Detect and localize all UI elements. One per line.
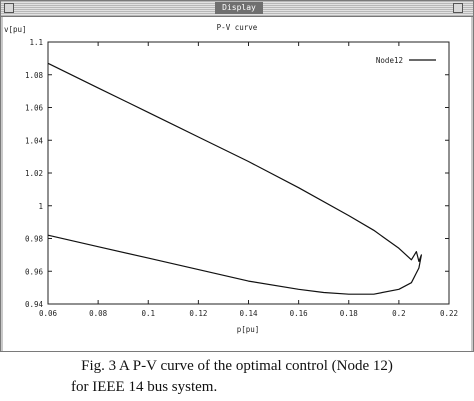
window-maximize-button[interactable] [453,3,463,13]
figure-caption-line2: for IEEE 14 bus system. [71,379,218,395]
y-ticks: 0.94 0.96 0.98 1 1.02 1.04 1.06 1.08 1.1 [25,38,449,309]
legend: Node12 [376,56,436,65]
series-line-node12 [47,62,422,295]
figure-caption-line1: Fig. 3 A P-V curve of the optimal contro… [81,358,393,374]
y-tick-label: 1.04 [25,136,44,145]
series-layer [47,62,422,295]
x-axis-label: p[pu] [237,325,260,334]
x-tick-label: 0.12 [189,309,207,318]
plot-canvas [3,17,471,351]
y-tick-label: 1.08 [25,71,44,80]
plot-window: Display [0,0,474,352]
window-menu-button[interactable] [4,3,14,13]
x-tick-label: 0.06 [39,309,58,318]
chart-title: P-V curve [217,23,258,32]
y-tick-label: 0.94 [25,300,44,309]
plot-frame [47,41,450,305]
x-tick-label: 0.08 [89,309,108,318]
window-title: Display [215,2,263,14]
x-tick-label: 0.22 [440,309,458,318]
y-tick-label: 0.98 [25,235,44,244]
y-tick-label: 1.06 [25,104,44,113]
window-titlebar[interactable]: Display [1,1,473,17]
y-tick-label: 1.02 [25,169,43,178]
pv-chart: P-V curve v[pu] p[pu] 0.06 0.08 0.1 0.12 0.1… [4,23,458,334]
y-tick-label: 1 [38,202,43,211]
x-tick-label: 0.1 [141,309,155,318]
x-tick-label: 0.16 [290,309,309,318]
x-ticks: 0.06 0.08 0.1 0.12 0.14 0.16 0.18 0.2 0.22 [39,42,458,318]
x-tick-label: 0.14 [239,309,258,318]
y-axis-label: v[pu] [4,25,27,34]
x-tick-label: 0.18 [340,309,359,318]
y-tick-label: 0.96 [25,267,44,276]
x-tick-label: 0.2 [392,309,406,318]
legend-label-node12: Node12 [376,56,403,65]
y-tick-label: 1.1 [29,38,43,47]
